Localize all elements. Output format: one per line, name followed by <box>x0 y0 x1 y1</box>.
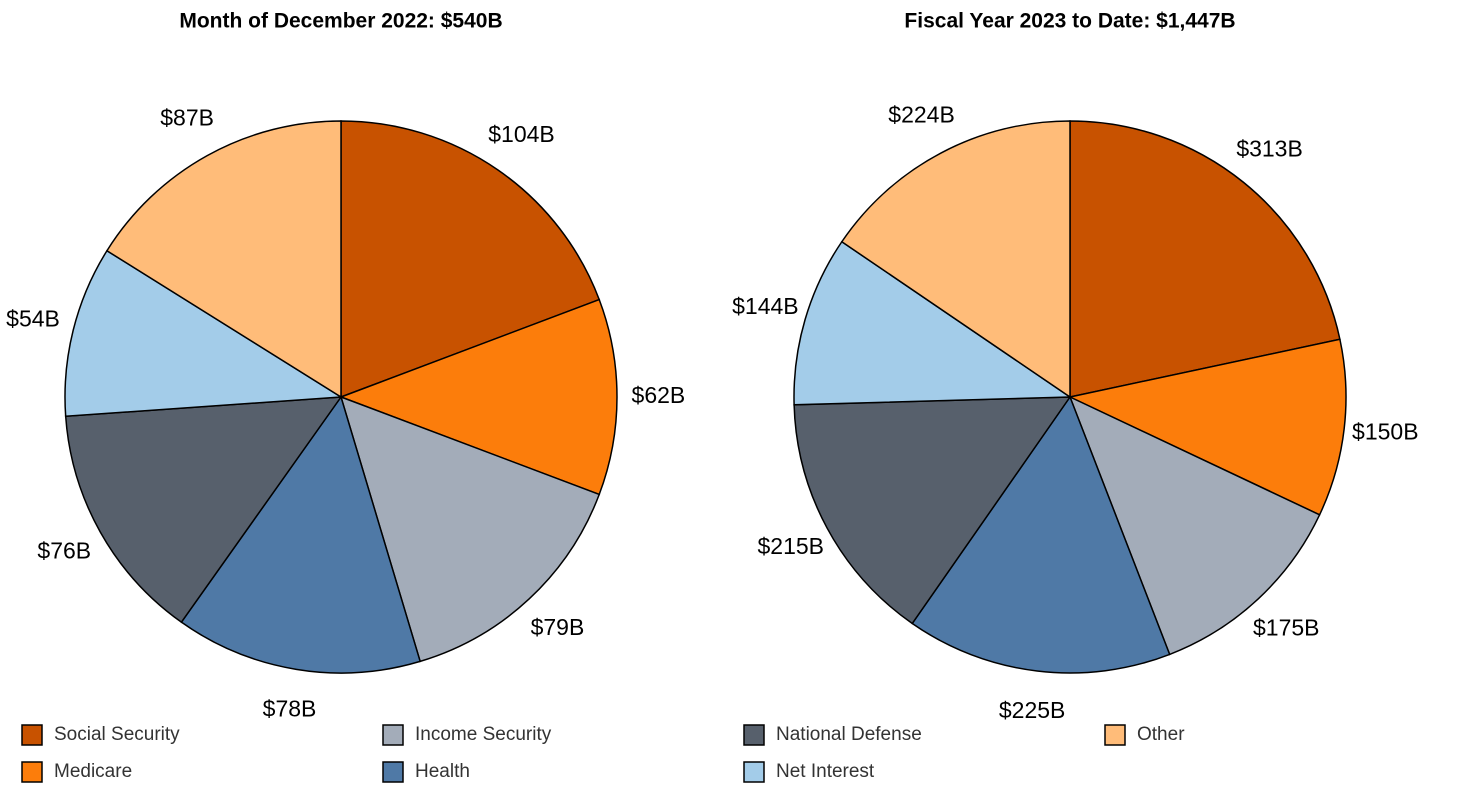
value-label: $175B <box>1253 614 1320 640</box>
value-label: $224B <box>888 102 955 128</box>
legend-label: National Defense <box>776 724 922 745</box>
value-label: $76B <box>37 538 91 564</box>
legend-label: Net Interest <box>776 761 875 782</box>
value-label: $54B <box>6 305 60 331</box>
pie-slice <box>1069 120 1341 398</box>
value-label: $144B <box>732 293 799 319</box>
pie-slice <box>1067 338 1347 516</box>
chart-title: Month of December 2022: $540B <box>179 10 502 33</box>
value-label: $78B <box>263 695 317 721</box>
value-label: $215B <box>757 533 824 559</box>
value-label: $79B <box>531 614 585 640</box>
value-label: $150B <box>1352 419 1419 445</box>
pie-slice <box>64 249 344 418</box>
legend-label: Medicare <box>54 761 132 782</box>
legend-swatch <box>743 761 765 783</box>
value-label: $313B <box>1236 135 1303 161</box>
value-label: $62B <box>632 382 686 408</box>
legend-swatch <box>21 724 43 746</box>
legend-label: Social Security <box>54 724 180 745</box>
pie-slice <box>793 240 1073 406</box>
pie-slice <box>793 396 1072 625</box>
pie-slice <box>338 298 618 496</box>
value-label: $225B <box>999 697 1066 723</box>
pie-slice <box>840 120 1071 399</box>
chart-title: Fiscal Year 2023 to Date: $1,447B <box>904 10 1235 33</box>
legend-label: Income Security <box>415 724 552 745</box>
legend-label: Other <box>1137 724 1185 745</box>
value-label: $104B <box>488 121 555 147</box>
pie-slice <box>64 396 343 624</box>
legend-label: Health <box>415 761 470 782</box>
value-label: $87B <box>160 104 214 130</box>
legend-swatch <box>382 761 404 783</box>
legend-swatch <box>21 761 43 783</box>
legend-swatch <box>743 724 765 746</box>
pie-slice <box>105 120 342 399</box>
pie-slice <box>1068 395 1321 656</box>
pie-slice <box>340 120 601 399</box>
legend-swatch <box>382 724 404 746</box>
legend-swatch <box>1104 724 1126 746</box>
pie-slice <box>339 395 601 663</box>
pie-slice <box>911 395 1171 674</box>
pie-slice <box>180 395 422 674</box>
